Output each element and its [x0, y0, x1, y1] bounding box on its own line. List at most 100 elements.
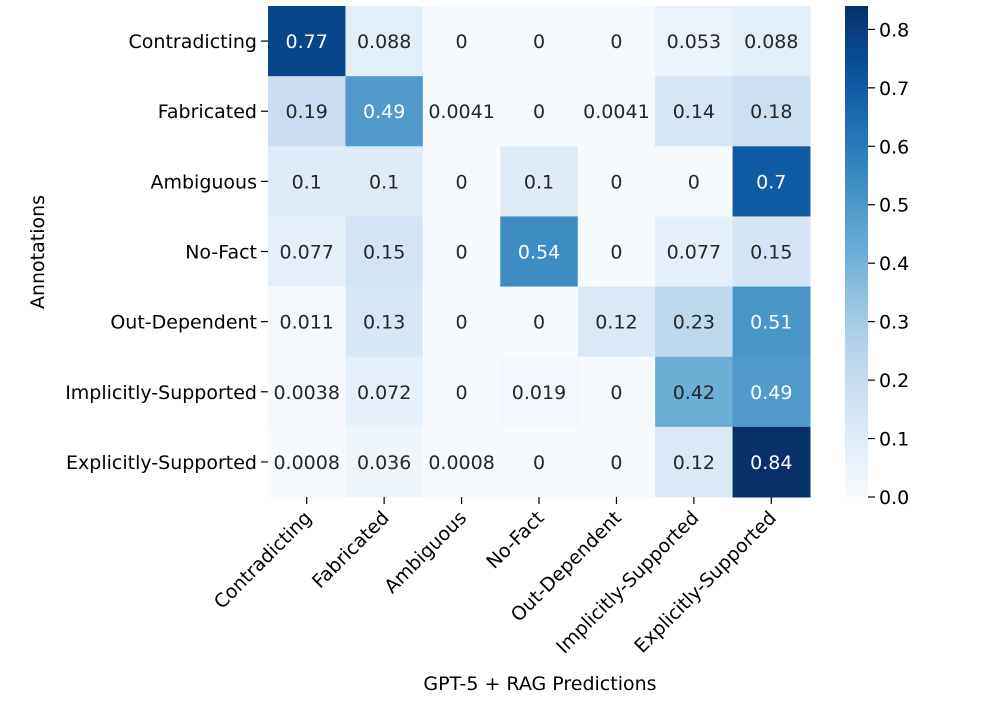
colorbar-ticks: 0.0 0.1 0.2 0.3 0.4 0.5 0.6 0.7 0.8 — [868, 19, 909, 509]
cell-value-label: 0 — [533, 312, 545, 334]
cell-value-label: 0.011 — [280, 312, 334, 334]
heatmap-cell — [500, 356, 579, 428]
colorbar-tick-label: 0.4 — [879, 253, 909, 275]
heatmap-cell — [655, 146, 734, 217]
y-tick-label: Explicitly-Supported — [66, 452, 257, 474]
heatmap-cell — [268, 76, 346, 147]
cell-value-label: 0.0008 — [273, 452, 339, 474]
heatmap-cell — [345, 426, 424, 498]
y-tick-label: Out-Dependent — [110, 312, 257, 334]
colorbar: 0.0 0.1 0.2 0.3 0.4 0.5 0.6 0.7 0.8 — [845, 6, 909, 509]
colorbar-tick-label: 0.6 — [879, 136, 909, 158]
heatmap-cell — [268, 286, 346, 358]
cell-value-label: 0.036 — [357, 452, 411, 474]
cell-value-label: 0.12 — [673, 452, 715, 474]
cell-value-label: 0.42 — [673, 382, 715, 404]
heatmap-cell — [345, 216, 424, 288]
heatmap-cell — [422, 286, 501, 358]
heatmap-cell-labels: 0.77 0.088 0 0 0 0.053 0.088 0.19 0.49 0.0041 0 0.0… — [273, 31, 798, 474]
cell-value-label: 0.23 — [673, 312, 715, 334]
heatmap-cell — [345, 286, 424, 358]
y-tick-label: No-Fact — [185, 242, 257, 264]
heatmap-cell — [577, 426, 656, 498]
colorbar-tick-label: 0.3 — [879, 312, 909, 334]
heatmap-cell — [500, 426, 579, 498]
heatmap-cell — [268, 216, 346, 288]
heatmap-cell — [268, 6, 346, 77]
heatmap-cell — [500, 216, 579, 288]
cell-value-label: 0 — [456, 171, 468, 193]
y-axis-ticks: Contradicting Fabricated Ambiguous No-Fact O… — [65, 31, 268, 474]
cell-value-label: 0 — [533, 31, 545, 53]
cell-value-label: 0.49 — [750, 382, 792, 404]
colorbar-tick-label: 0.7 — [879, 78, 909, 100]
heatmap-cell — [345, 76, 424, 147]
heatmap-cell — [655, 6, 734, 77]
heatmap-cell — [268, 356, 346, 428]
colorbar-tick-label: 0.2 — [879, 370, 909, 392]
heatmap-cell — [422, 146, 501, 217]
heatmap-cell — [577, 216, 656, 288]
heatmap-cell — [655, 76, 734, 147]
heatmap-cell — [732, 356, 811, 428]
cell-value-label: 0.51 — [750, 312, 792, 334]
cell-value-label: 0.053 — [667, 31, 721, 53]
cell-value-label: 0.072 — [357, 382, 411, 404]
cell-value-label: 0 — [688, 171, 700, 193]
heatmap-cell — [732, 76, 811, 147]
cell-value-label: 0.84 — [750, 452, 792, 474]
cell-value-label: 0.077 — [667, 242, 721, 264]
colorbar-tick-label: 0.1 — [879, 429, 909, 451]
cell-value-label: 0 — [610, 382, 622, 404]
x-tick-label: Implicitly-Supported — [552, 507, 703, 658]
cell-value-label: 0.7 — [756, 171, 786, 193]
cell-value-label: 0 — [610, 171, 622, 193]
heatmap-cell — [422, 426, 501, 498]
heatmap-cell — [577, 286, 656, 358]
heatmap-cell — [655, 286, 734, 358]
heatmap-cell — [500, 286, 579, 358]
cell-value-label: 0 — [610, 31, 622, 53]
colorbar-gradient — [845, 6, 868, 497]
cell-value-label: 0.0041 — [428, 101, 494, 123]
cell-value-label: 0.15 — [750, 242, 792, 264]
cell-value-label: 0 — [610, 452, 622, 474]
cell-value-label: 0.0041 — [583, 101, 649, 123]
cell-value-label: 0.088 — [744, 31, 798, 53]
heatmap-cell — [655, 356, 734, 428]
colorbar-tick-label: 0.0 — [879, 487, 909, 509]
cell-value-label: 0.019 — [512, 382, 566, 404]
cell-value-label: 0 — [456, 31, 468, 53]
cell-value-label: 0 — [456, 382, 468, 404]
heatmap-cell — [732, 6, 811, 77]
cell-value-label: 0.19 — [286, 101, 328, 123]
cell-value-label: 0.1 — [292, 171, 322, 193]
y-tick-label: Contradicting — [129, 31, 257, 53]
heatmap-cell — [732, 286, 811, 358]
heatmap-cell — [345, 356, 424, 428]
cell-value-label: 0.13 — [363, 312, 405, 334]
heatmap-cell — [500, 6, 579, 77]
cell-value-label: 0 — [533, 101, 545, 123]
heatmap-cell — [655, 216, 734, 288]
heatmap-cell — [577, 146, 656, 217]
heatmap-cell — [422, 356, 501, 428]
cell-value-label: 0 — [456, 242, 468, 264]
cell-value-label: 0.12 — [595, 312, 637, 334]
heatmap-cell — [422, 76, 501, 147]
x-tick-label: Contradicting — [210, 507, 316, 613]
heatmap-cells — [268, 6, 811, 498]
cell-value-label: 0.14 — [673, 101, 715, 123]
cell-value-label: 0 — [456, 312, 468, 334]
heatmap-cell — [577, 6, 656, 77]
heatmap-cell — [577, 356, 656, 428]
cell-value-label: 0.0038 — [273, 382, 339, 404]
cell-value-label: 0 — [610, 242, 622, 264]
cell-value-label: 0.1 — [524, 171, 554, 193]
colorbar-tick-label: 0.8 — [879, 19, 909, 41]
heatmap-cell — [345, 6, 424, 77]
heatmap-cell — [655, 426, 734, 498]
heatmap-cell — [422, 216, 501, 288]
